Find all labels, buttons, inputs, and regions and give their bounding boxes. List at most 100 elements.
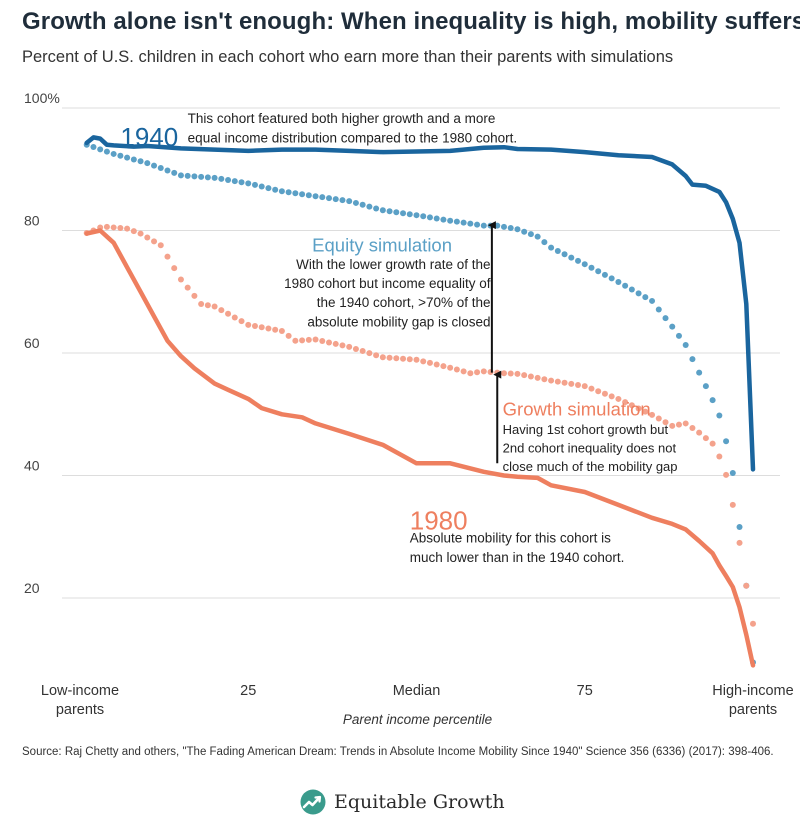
data-point <box>548 377 555 384</box>
data-point <box>191 292 198 299</box>
data-point <box>649 297 656 304</box>
data-point <box>453 218 460 225</box>
data-point <box>386 208 393 215</box>
brand-name: Equitable Growth <box>334 791 505 813</box>
data-point <box>326 195 333 202</box>
data-point <box>245 180 252 187</box>
data-point <box>669 323 676 330</box>
data-point <box>177 276 184 283</box>
data-point <box>642 294 649 301</box>
data-point <box>164 167 171 174</box>
data-point <box>373 205 380 212</box>
data-point <box>716 453 723 460</box>
data-point <box>386 354 393 361</box>
data-point <box>440 363 447 370</box>
data-point <box>225 177 232 184</box>
data-point <box>709 397 716 404</box>
series-1980 <box>84 228 756 668</box>
leaf-growth-icon <box>300 789 326 815</box>
data-point <box>581 261 588 268</box>
data-point <box>413 212 420 219</box>
data-point <box>379 207 386 214</box>
data-point <box>568 254 575 261</box>
data-point <box>124 225 131 232</box>
data-point <box>568 380 575 387</box>
data-point <box>238 318 245 325</box>
data-point <box>184 284 191 291</box>
note-growth: Having 1st cohort growth but 2nd cohort i… <box>503 422 678 474</box>
data-point <box>527 231 534 238</box>
data-point <box>299 191 306 198</box>
data-point <box>548 244 555 251</box>
chart-subtitle: Percent of U.S. children in each cohort … <box>22 48 674 66</box>
data-point <box>514 370 521 377</box>
data-point <box>561 251 568 258</box>
data-point <box>736 523 743 530</box>
data-point <box>373 352 380 359</box>
data-point <box>110 224 117 231</box>
data-point <box>696 369 703 376</box>
data-point <box>272 186 279 193</box>
data-point <box>507 370 514 377</box>
data-point <box>151 162 158 169</box>
data-point <box>326 339 333 346</box>
data-point <box>352 199 359 206</box>
data-point <box>467 220 474 227</box>
data-point <box>258 324 265 331</box>
data-point <box>635 405 642 412</box>
data-point <box>218 307 225 314</box>
data-point <box>103 223 110 230</box>
data-point <box>211 174 218 181</box>
data-point <box>379 354 386 361</box>
data-point <box>420 358 427 365</box>
data-point <box>339 342 346 349</box>
data-point <box>655 306 662 313</box>
data-point <box>649 411 656 418</box>
data-point <box>90 144 97 151</box>
data-point <box>346 198 353 205</box>
data-point <box>319 337 326 344</box>
data-point <box>393 355 400 362</box>
data-point <box>312 193 319 200</box>
data-point <box>635 290 642 297</box>
data-point <box>285 332 292 339</box>
data-point <box>346 343 353 350</box>
data-point <box>521 372 528 379</box>
data-point <box>305 336 312 343</box>
data-point <box>278 327 285 334</box>
data-point <box>750 620 756 627</box>
data-point <box>622 399 629 406</box>
data-point <box>251 323 258 330</box>
data-point <box>292 337 299 344</box>
data-point <box>177 172 184 179</box>
data-point <box>575 381 582 388</box>
data-point <box>541 376 548 383</box>
data-point <box>662 419 669 426</box>
data-point <box>541 239 548 246</box>
series-line <box>84 135 756 472</box>
data-point <box>124 154 131 161</box>
data-point <box>662 315 669 322</box>
data-point <box>285 189 292 196</box>
data-point <box>500 223 507 230</box>
data-point <box>723 471 730 478</box>
data-point <box>702 383 709 390</box>
data-point <box>265 185 272 192</box>
data-point <box>467 370 474 377</box>
data-point <box>413 356 420 363</box>
data-point <box>480 222 487 229</box>
data-point <box>406 356 413 363</box>
data-point <box>642 408 649 415</box>
data-point <box>474 221 481 228</box>
data-point <box>137 230 144 237</box>
data-point <box>332 340 339 347</box>
data-point <box>682 342 689 349</box>
y-tick-label: 100% <box>24 90 60 106</box>
data-point <box>144 160 151 167</box>
data-point <box>204 174 211 181</box>
data-point <box>669 422 676 429</box>
data-point <box>157 242 164 249</box>
data-point <box>238 179 245 186</box>
data-point <box>110 150 117 157</box>
data-point <box>588 264 595 271</box>
